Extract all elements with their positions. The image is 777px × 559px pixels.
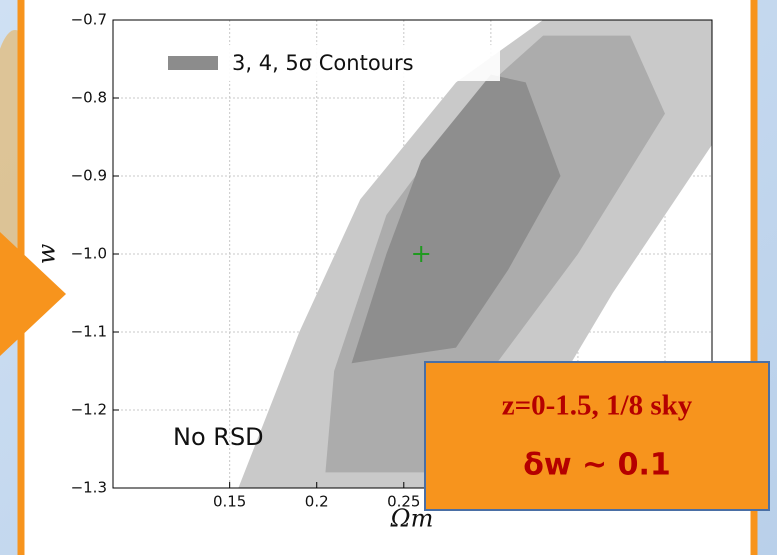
y-tick-label: −1.1 <box>71 323 107 341</box>
y-tick-label: −1.0 <box>71 245 107 263</box>
legend-label: 3, 4, 5σ Contours <box>232 51 414 75</box>
legend-swatch <box>168 56 218 70</box>
annotation: δw ~ 0.1 <box>523 448 671 483</box>
callout-box <box>424 361 770 511</box>
annotation: z=0-1.5, 1/8 sky <box>502 390 693 422</box>
annotation: No RSD <box>173 423 264 451</box>
contour-region <box>351 74 561 364</box>
plot: 0.150.20.250.30.350.4−1.3−1.2−1.1−1.0−0.… <box>71 11 713 511</box>
y-axis-label: w <box>33 243 61 264</box>
fiducial-marker <box>413 246 430 262</box>
axes-frame <box>112 19 713 489</box>
x-tick-label: 0.25 <box>387 493 420 511</box>
y-tick-label: −1.3 <box>71 479 107 497</box>
arrow <box>0 232 66 356</box>
y-tick-label: −1.2 <box>71 401 107 419</box>
x-tick-label: 0.15 <box>213 493 246 511</box>
y-tick-label: −0.7 <box>71 11 107 29</box>
y-tick-label: −0.8 <box>71 89 107 107</box>
y-tick-label: −0.9 <box>71 167 107 185</box>
x-tick-label: 0.2 <box>305 493 329 511</box>
